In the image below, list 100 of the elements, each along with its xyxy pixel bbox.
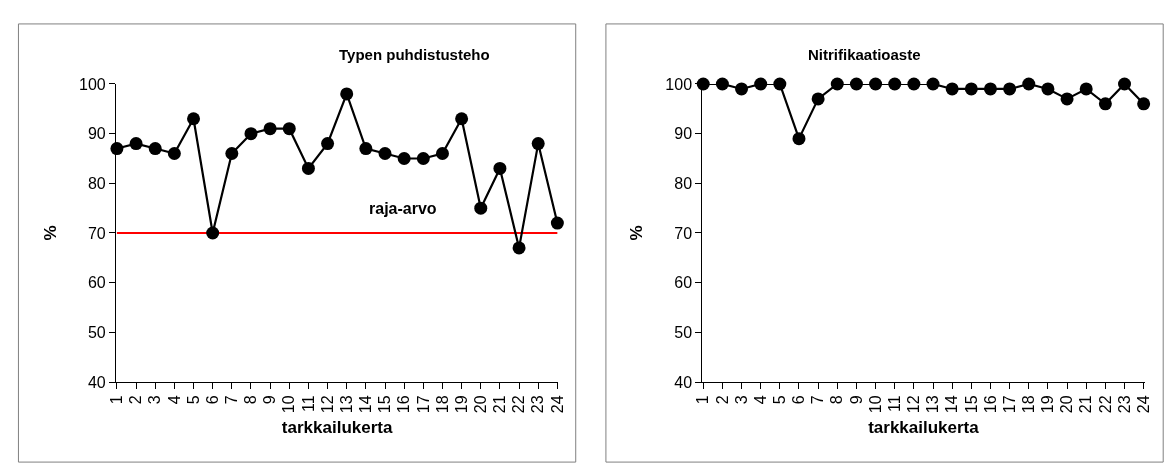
point bbox=[435, 147, 449, 161]
x-tick-label: 7 bbox=[223, 395, 241, 405]
point bbox=[1079, 82, 1093, 96]
point bbox=[1022, 77, 1036, 91]
x-tick-label: 10 bbox=[866, 395, 884, 414]
x-tick-label: 3 bbox=[146, 395, 164, 405]
x-tick-label: 21 bbox=[1077, 395, 1095, 414]
x-tick-label: 6 bbox=[203, 395, 221, 405]
point bbox=[397, 152, 411, 165]
x-tick-label: 14 bbox=[943, 395, 961, 414]
point bbox=[869, 77, 883, 91]
point bbox=[849, 77, 863, 91]
x-tick-label: 23 bbox=[1115, 395, 1133, 414]
x-axis-title: tarkkailukerta bbox=[868, 417, 980, 437]
point bbox=[811, 92, 825, 106]
x-tick-label: 12 bbox=[905, 395, 923, 414]
x-tick-label: 4 bbox=[165, 395, 183, 405]
y-tick-label: 80 bbox=[87, 174, 106, 192]
point bbox=[187, 112, 201, 126]
point bbox=[907, 77, 921, 91]
point bbox=[1060, 92, 1074, 106]
x-tick-label: 15 bbox=[962, 395, 980, 414]
y-tick-label: 80 bbox=[674, 174, 693, 192]
point bbox=[531, 137, 545, 151]
x-tick-label: 2 bbox=[127, 395, 145, 405]
point bbox=[964, 82, 978, 96]
y-tick-label: 40 bbox=[87, 373, 106, 391]
x-tick-label: 19 bbox=[452, 395, 470, 414]
point bbox=[301, 161, 315, 175]
point bbox=[1137, 97, 1151, 111]
x-tick-label: 16 bbox=[981, 395, 999, 414]
y-tick-label: 70 bbox=[87, 224, 106, 242]
point bbox=[455, 112, 469, 126]
x-tick-label: 17 bbox=[414, 395, 432, 414]
x-tick-label: 24 bbox=[548, 395, 566, 414]
point bbox=[1003, 82, 1017, 96]
point bbox=[321, 137, 335, 151]
x-tick-label: 8 bbox=[828, 395, 846, 405]
point bbox=[1118, 77, 1132, 91]
y-tick-label: 50 bbox=[87, 323, 106, 341]
point bbox=[129, 137, 143, 151]
x-tick-label: 4 bbox=[751, 395, 769, 405]
x-tick-label: 6 bbox=[790, 395, 808, 405]
x-tick-label: 2 bbox=[713, 395, 731, 405]
point bbox=[550, 216, 564, 230]
x-tick-label: 22 bbox=[510, 395, 528, 414]
x-tick-label: 11 bbox=[885, 395, 903, 413]
x-tick-label: 9 bbox=[847, 395, 865, 405]
point bbox=[1041, 82, 1055, 96]
x-tick-label: 13 bbox=[337, 395, 355, 414]
y-tick-label: 40 bbox=[674, 373, 693, 391]
chart-title: Typen puhdistusteho bbox=[339, 46, 490, 63]
x-tick-label: 5 bbox=[184, 395, 202, 405]
point bbox=[754, 77, 768, 91]
point bbox=[167, 147, 181, 161]
x-tick-label: 1 bbox=[108, 395, 126, 405]
y-tick-label: 90 bbox=[87, 125, 106, 143]
point bbox=[244, 127, 258, 141]
y-tick-label: 100 bbox=[79, 75, 106, 93]
point bbox=[735, 82, 749, 96]
point bbox=[148, 142, 162, 156]
x-tick-label: 14 bbox=[357, 395, 375, 414]
point bbox=[359, 142, 373, 156]
point bbox=[225, 147, 239, 161]
point bbox=[830, 77, 844, 91]
x-tick-label: 5 bbox=[771, 395, 789, 405]
point bbox=[340, 87, 354, 101]
point bbox=[512, 241, 526, 255]
x-tick-label: 18 bbox=[1019, 395, 1037, 414]
point bbox=[263, 122, 277, 136]
y-tick-label: 70 bbox=[674, 224, 693, 242]
point bbox=[945, 82, 959, 96]
x-tick-label: 3 bbox=[732, 395, 750, 405]
point bbox=[282, 122, 296, 136]
y-tick-label: 60 bbox=[674, 274, 693, 292]
x-tick-label: 11 bbox=[299, 395, 317, 413]
point bbox=[1098, 97, 1112, 111]
x-tick-label: 23 bbox=[529, 395, 547, 414]
y-axis-title: % bbox=[626, 225, 646, 241]
chart-title: Nitrifikaatioaste bbox=[808, 46, 921, 63]
x-tick-label: 13 bbox=[924, 395, 942, 414]
point bbox=[416, 152, 430, 165]
point bbox=[206, 226, 220, 240]
x-tick-label: 10 bbox=[280, 395, 298, 414]
point bbox=[773, 77, 787, 91]
x-tick-label: 19 bbox=[1039, 395, 1057, 414]
x-tick-label: 16 bbox=[395, 395, 413, 414]
point bbox=[493, 161, 507, 175]
x-tick-label: 7 bbox=[809, 395, 827, 405]
x-tick-label: 22 bbox=[1096, 395, 1114, 414]
x-tick-label: 17 bbox=[1000, 395, 1018, 414]
x-tick-label: 9 bbox=[261, 395, 279, 405]
y-tick-label: 50 bbox=[674, 323, 693, 341]
x-tick-label: 21 bbox=[491, 395, 509, 414]
point bbox=[926, 77, 940, 91]
point bbox=[715, 77, 729, 91]
y-axis-title: % bbox=[40, 225, 60, 241]
x-tick-label: 1 bbox=[694, 395, 712, 405]
x-tick-label: 12 bbox=[318, 395, 336, 414]
x-tick-label: 20 bbox=[471, 395, 489, 414]
